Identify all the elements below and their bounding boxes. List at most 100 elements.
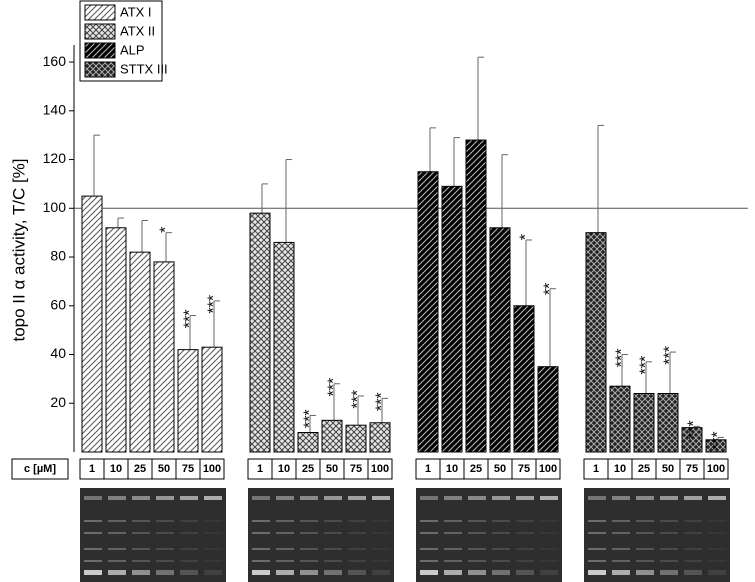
- gel-band: [276, 560, 294, 562]
- gel-band: [708, 520, 726, 522]
- category-box: [703, 458, 729, 480]
- gel-band: [684, 532, 702, 534]
- gel-band: [84, 548, 102, 550]
- legend-swatch: [84, 23, 116, 40]
- gel-band: [420, 570, 438, 575]
- gel-band: [444, 520, 462, 522]
- gel-band: [468, 532, 486, 534]
- y-tick-label: 100: [43, 199, 67, 215]
- gel-band: [420, 520, 438, 522]
- bar: [417, 171, 439, 453]
- significance: ***: [662, 346, 679, 365]
- gel-band: [180, 560, 198, 562]
- significance: ***: [710, 431, 727, 450]
- x-tick-label: 10: [278, 463, 290, 475]
- gel-band: [84, 570, 102, 575]
- x-tick-label: 75: [350, 463, 362, 475]
- gel-band: [204, 520, 222, 522]
- x-tick-label: 100: [371, 463, 389, 475]
- gel-band: [132, 532, 150, 534]
- bar: [297, 432, 319, 453]
- gel-band: [372, 560, 390, 562]
- gel-well: [684, 496, 702, 500]
- y-tick-label: 40: [50, 345, 66, 361]
- gel-band: [684, 548, 702, 550]
- gel-band: [84, 560, 102, 562]
- gel-band: [300, 548, 318, 550]
- gel-band: [132, 570, 150, 575]
- gel-band: [492, 570, 510, 575]
- significance: ***: [350, 390, 367, 409]
- gel-band: [276, 532, 294, 534]
- gel-band: [636, 520, 654, 522]
- gel-well: [348, 496, 366, 500]
- gel-well: [708, 496, 726, 500]
- legend-label: ALP: [120, 42, 145, 57]
- bar: [657, 393, 679, 453]
- gel-band: [444, 548, 462, 550]
- gel-band: [516, 532, 534, 534]
- gel-band: [108, 560, 126, 562]
- bar: [633, 393, 655, 453]
- bar: [201, 346, 223, 453]
- gel-well: [276, 496, 294, 500]
- gel-well: [468, 496, 486, 500]
- gel-band: [612, 548, 630, 550]
- gel-band: [708, 570, 726, 575]
- gel-band: [156, 548, 174, 550]
- gel-band: [588, 548, 606, 550]
- gel-well: [660, 496, 678, 500]
- gel-band: [612, 570, 630, 575]
- gel-well: [204, 496, 222, 500]
- gel-band: [132, 520, 150, 522]
- gel-band: [444, 560, 462, 562]
- gel-band: [108, 548, 126, 550]
- gel-band: [612, 532, 630, 534]
- gel-band: [540, 520, 558, 522]
- gel-band: [660, 560, 678, 562]
- gel-band: [108, 532, 126, 534]
- gel-well: [516, 496, 534, 500]
- x-tick-label: 1: [425, 463, 431, 475]
- gel-band: [420, 532, 438, 534]
- gel-well: [108, 496, 126, 500]
- significance: ***: [374, 392, 391, 411]
- gel-band: [420, 548, 438, 550]
- gel-band: [300, 520, 318, 522]
- significance: ***: [686, 420, 703, 439]
- category-box: [367, 458, 393, 480]
- gel-band: [372, 548, 390, 550]
- gel-band: [468, 520, 486, 522]
- y-tick-label: 20: [50, 394, 66, 410]
- gel-band: [324, 560, 342, 562]
- gel-well: [156, 496, 174, 500]
- significance: *: [158, 227, 175, 233]
- y-tick-label: 120: [43, 150, 67, 166]
- x-tick-label: 50: [662, 463, 674, 475]
- gel-band: [708, 532, 726, 534]
- gel-band: [156, 532, 174, 534]
- gel-band: [588, 570, 606, 575]
- bar: [537, 366, 559, 453]
- gel-band: [348, 548, 366, 550]
- x-tick-label: 10: [110, 463, 122, 475]
- gel-band: [276, 548, 294, 550]
- gel-band: [660, 570, 678, 575]
- gel-well: [444, 496, 462, 500]
- gel-band: [612, 560, 630, 562]
- bar: [81, 195, 103, 453]
- gel-band: [684, 520, 702, 522]
- gel-band: [372, 532, 390, 534]
- gel-band: [252, 520, 270, 522]
- bar: [513, 305, 535, 453]
- gel-band: [132, 548, 150, 550]
- gel-band: [348, 520, 366, 522]
- gel-well: [132, 496, 150, 500]
- bar: [129, 251, 151, 453]
- bar: [249, 212, 271, 453]
- gel-image: [416, 488, 562, 582]
- x-tick-label: 10: [614, 463, 626, 475]
- gel-band: [420, 560, 438, 562]
- significance: ***: [638, 356, 655, 375]
